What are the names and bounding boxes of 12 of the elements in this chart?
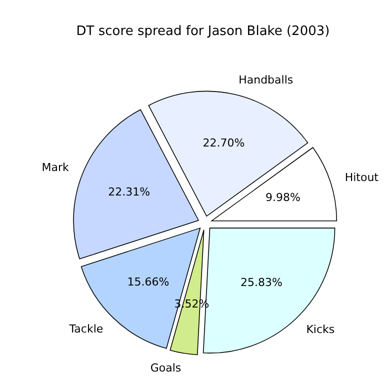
data-label: 22.70% xyxy=(202,136,245,150)
slice-label: Mark xyxy=(42,160,70,174)
slice-label: Handballs xyxy=(238,73,294,86)
data-label: 25.83% xyxy=(240,276,282,289)
slice-label: Kicks xyxy=(306,323,335,336)
slice-label: Goals xyxy=(150,362,182,375)
chart-title: DT score spread for Jason Blake (2003) xyxy=(75,24,331,39)
data-label: 22.31% xyxy=(108,186,150,199)
data-label: 9.98% xyxy=(266,191,300,204)
slice-label: Tackle xyxy=(68,322,104,336)
slice-label: Hitout xyxy=(344,171,380,184)
data-label: 15.66% xyxy=(127,276,170,289)
